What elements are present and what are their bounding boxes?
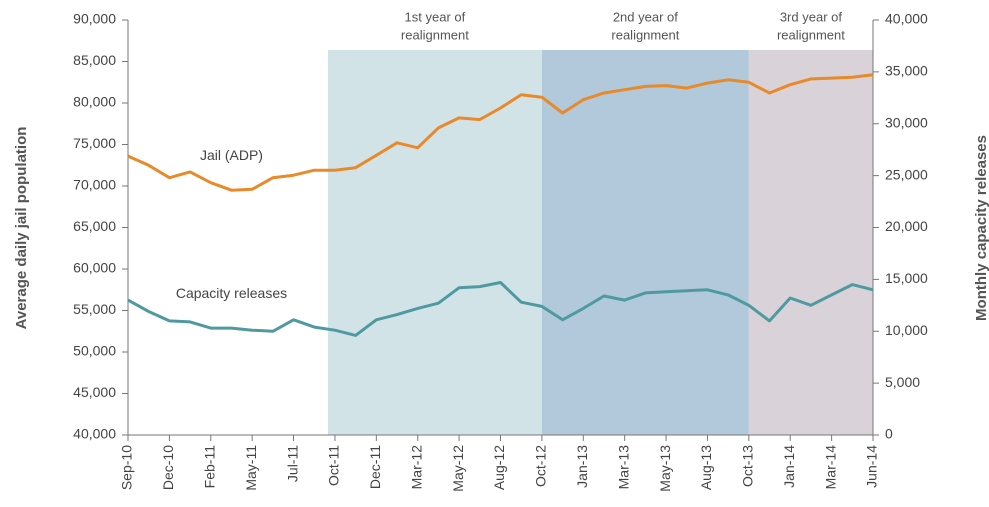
x-tick-label: Jan-13 [574, 445, 590, 488]
bands: 1st year of realignment 2nd year of realign… [327, 9, 873, 435]
band-label: realignment [401, 27, 469, 42]
y-tick-label: 70,000 [73, 177, 116, 193]
y-tick-label: 75,000 [73, 135, 116, 151]
band-label: realignment [611, 27, 679, 42]
line [127, 281, 874, 337]
x-tick-label: Jun-14 [864, 445, 880, 488]
band-label: 1st year of [405, 9, 466, 24]
x-tick-label: Dec-11 [367, 445, 383, 489]
x-tick-label: Oct-11 [326, 445, 342, 486]
y-axis-title: Average daily jail population [13, 127, 30, 330]
series-label: Jail (ADP) [200, 147, 263, 163]
band-label: 3rd year of [780, 9, 843, 24]
x-tick-label: Sep-10 [119, 445, 135, 490]
y2-tick-label: 0 [885, 426, 893, 442]
y-tick-label: 65,000 [73, 218, 116, 234]
band-label: 2nd year of [613, 9, 678, 24]
x-tick-label: Aug-13 [698, 445, 714, 490]
y2-tick-label: 15,000 [885, 270, 928, 286]
x-tick-label: Feb-11 [201, 445, 217, 489]
series-label: Capacity releases [176, 285, 287, 301]
x-tick-label: Jul-11 [284, 445, 300, 482]
x-tick-label: May-12 [450, 445, 466, 492]
y-tick-label: 80,000 [73, 94, 116, 110]
y-tick-label: 40,000 [73, 426, 116, 442]
x-tick-label: Mar-14 [822, 445, 838, 490]
x-tick-label: Mar-13 [615, 445, 631, 490]
band [748, 50, 873, 435]
y-tick-label: 45,000 [73, 384, 116, 400]
line [127, 73, 874, 192]
plot: 40,000 45,000 50,000 55,000 60,000 65,000 70,0… [73, 11, 928, 492]
x-tick-label: Oct-12 [533, 445, 549, 487]
y2-tick-label: 30,000 [885, 114, 928, 130]
band [327, 50, 542, 435]
band-label: realignment [777, 27, 845, 42]
y2-tick-label: 35,000 [885, 63, 928, 79]
y-tick-label: 90,000 [73, 11, 116, 27]
y2-tick-label: 25,000 [885, 166, 928, 182]
y2-tick-label: 20,000 [885, 218, 928, 234]
x-tick-label: May-11 [243, 445, 259, 491]
y2-tick-label: 40,000 [885, 11, 928, 27]
y-tick-label: 50,000 [73, 343, 116, 359]
x-tick-label: Aug-12 [491, 445, 507, 490]
y2-tick-label: 10,000 [885, 322, 928, 338]
x-tick-label: Mar-12 [408, 445, 424, 490]
y2-tick-label: 5,000 [885, 374, 920, 390]
x-tick-label: Dec-10 [160, 445, 176, 490]
y-tick-label: 85,000 [73, 52, 116, 68]
x-tick-label: Jan-14 [781, 445, 797, 488]
y-tick-label: 60,000 [73, 260, 116, 276]
x-tick-label: May-13 [657, 445, 673, 492]
y-tick-label: 55,000 [73, 301, 116, 317]
y2-axis-title: Monthly capacity releases [973, 135, 989, 321]
band [541, 50, 749, 435]
x-tick-label: Oct-13 [740, 445, 756, 487]
